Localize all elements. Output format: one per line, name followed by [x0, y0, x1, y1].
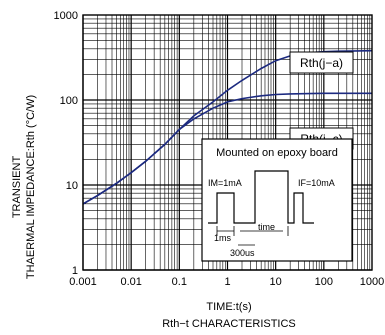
- inset-im-label: IM=1mA: [208, 178, 242, 188]
- inset-title: Mounted on epoxy board: [216, 147, 338, 159]
- y-axis-label-line2: THAERMAL IMPEDANCE:Rth (°C/W): [25, 95, 37, 279]
- x-tick-label: 0.1: [172, 276, 187, 288]
- x-tick-label: 1: [224, 276, 230, 288]
- inset-waveform: [208, 170, 314, 224]
- legend-ja-text: Rth(j−a): [300, 56, 343, 70]
- x-tick-label: 0.001: [69, 276, 97, 288]
- chart-caption: Rth−t CHARACTERISTICS: [162, 318, 296, 330]
- y-tick-label: 1: [72, 265, 78, 277]
- x-tick-label: 100: [315, 276, 333, 288]
- x-tick-label: 10: [270, 276, 282, 288]
- y-axis-label-line1: TRANSIENT: [11, 156, 23, 219]
- inset-300us-label: 300us: [230, 248, 255, 258]
- inset-annotation: Mounted on epoxy board IM=1mA IF=10mA 1m…: [201, 138, 353, 262]
- legend-ja: Rth(j−a): [289, 51, 354, 74]
- x-axis-label: TIME:t(s): [206, 301, 251, 313]
- inset-1ms-label: 1ms: [214, 233, 232, 243]
- y-tick-label: 100: [60, 95, 78, 107]
- legend-ja-box: [289, 51, 354, 74]
- tick-labels: 0.001 0.01 0.1 1 10 100 1000 1 10 100 1000: [54, 10, 385, 288]
- inset-if-label: IF=10mA: [298, 178, 335, 188]
- inset-time-label: time: [258, 222, 275, 232]
- y-tick-label: 10: [66, 180, 78, 192]
- inset-box: [201, 138, 353, 262]
- series-line-rth-jc: [82, 92, 372, 205]
- plot-frame: [82, 14, 373, 271]
- x-tick-label: 1000: [360, 276, 384, 288]
- y-tick-label: 1000: [54, 10, 78, 22]
- x-tick-label: 0.01: [120, 276, 141, 288]
